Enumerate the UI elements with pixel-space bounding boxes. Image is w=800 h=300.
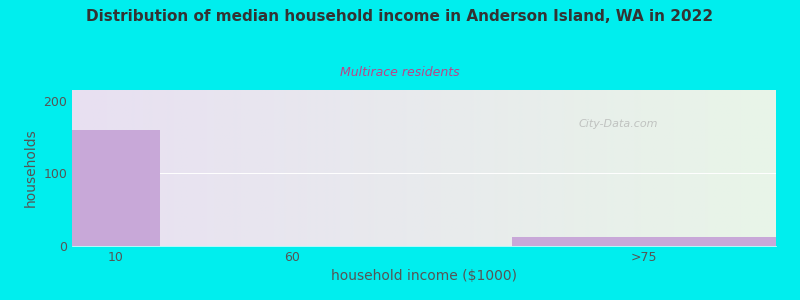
Text: City-Data.com: City-Data.com [579, 119, 658, 129]
X-axis label: household income ($1000): household income ($1000) [331, 269, 517, 284]
Text: Multirace residents: Multirace residents [340, 66, 460, 79]
Text: Distribution of median household income in Anderson Island, WA in 2022: Distribution of median household income … [86, 9, 714, 24]
Bar [72, 130, 160, 246]
Bar [512, 237, 776, 246]
Y-axis label: households: households [24, 129, 38, 207]
